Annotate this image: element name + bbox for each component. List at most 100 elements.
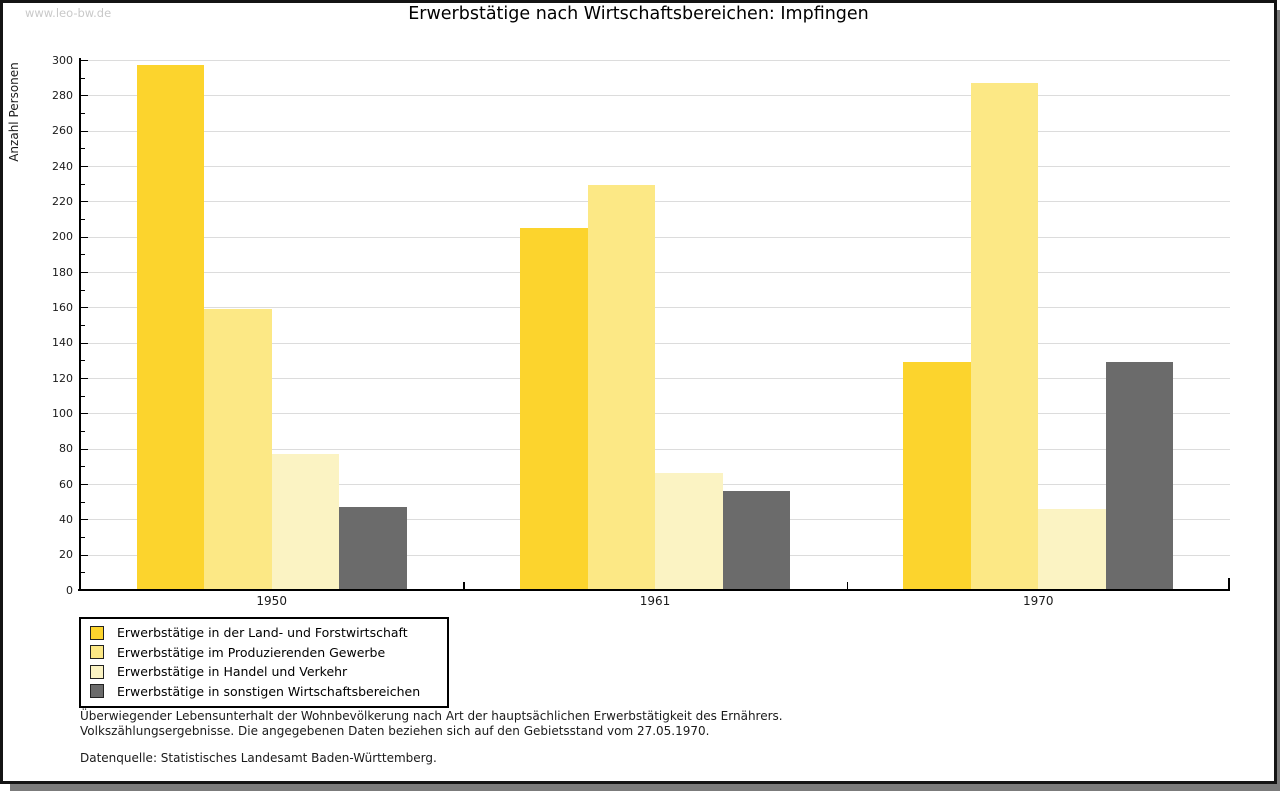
- legend-label: Erwerbstätige in der Land- und Forstwirt…: [117, 625, 408, 641]
- legend-swatch-icon: [90, 664, 104, 679]
- y-tick-label: 80: [59, 442, 73, 456]
- legend-item: Erwerbstätige in der Land- und Forstwirt…: [81, 623, 447, 643]
- y-major-tick: [81, 60, 88, 61]
- y-minor-tick: [81, 360, 85, 362]
- bar-1950-3: [271, 454, 340, 590]
- y-major-tick: [81, 378, 88, 379]
- x-boundary-tick: [846, 582, 849, 590]
- legend-label: Erwerbstätige im Produzierenden Gewerbe: [117, 644, 386, 660]
- bar-1970-2: [970, 83, 1039, 590]
- y-major-tick: [81, 342, 88, 344]
- bar-1970-4: [1105, 362, 1174, 590]
- gridline: [81, 413, 1230, 415]
- y-tick-label: 260: [52, 124, 73, 138]
- y-axis: [79, 58, 81, 591]
- footnote: Überwiegender Lebensunterhalt der Wohnbe…: [80, 709, 783, 738]
- y-major-tick: [81, 519, 88, 521]
- legend-item: Erwerbstätige in sonstigen Wirtschaftsbe…: [81, 682, 447, 702]
- legend: Erwerbstätige in der Land- und Forstwirt…: [79, 617, 449, 708]
- bar-1950-4: [339, 507, 407, 590]
- datasource-line: Datenquelle: Statistisches Landesamt Bad…: [80, 751, 437, 765]
- gridline: [81, 342, 1230, 344]
- gridline: [81, 166, 1230, 167]
- y-tick-label: 220: [52, 194, 73, 208]
- y-minor-tick: [81, 537, 85, 538]
- bar-1961-3: [655, 473, 723, 590]
- legend-item: Erwerbstätige in Handel und Verkehr: [81, 662, 447, 682]
- y-major-tick: [81, 448, 88, 450]
- y-major-tick: [81, 236, 88, 238]
- watermark-leo-bw: www.leo-bw.de: [25, 6, 112, 20]
- y-minor-tick: [81, 183, 85, 185]
- gridline: [81, 307, 1230, 309]
- legend-item: Erwerbstätige im Produzierenden Gewerbe: [81, 643, 447, 663]
- legend-swatch-icon: [90, 625, 104, 640]
- gridline: [81, 60, 1230, 61]
- bar-1961-4: [722, 491, 790, 590]
- y-axis-label: Anzahl Personen: [7, 62, 21, 162]
- y-tick-label: 180: [52, 265, 73, 279]
- x-boundary-tick: [463, 582, 465, 590]
- y-minor-tick: [81, 431, 85, 432]
- gridline: [81, 130, 1230, 132]
- y-minor-tick: [81, 254, 85, 256]
- y-major-tick: [81, 272, 88, 273]
- y-tick-label: 60: [59, 477, 73, 491]
- x-tick-label: 1961: [639, 594, 671, 608]
- bar-1961-2: [587, 185, 655, 590]
- y-tick-label: 160: [52, 300, 73, 314]
- y-major-tick: [81, 590, 88, 591]
- gridline: [81, 272, 1230, 273]
- gridline: [81, 236, 1230, 238]
- y-minor-tick: [81, 148, 85, 150]
- x-tick-label: 1950: [256, 594, 287, 608]
- y-major-tick: [81, 307, 88, 309]
- y-tick-label: 240: [52, 159, 73, 173]
- y-minor-tick: [81, 325, 85, 326]
- window-shadow-right: [1277, 10, 1280, 791]
- legend-label: Erwerbstätige in sonstigen Wirtschaftsbe…: [117, 683, 421, 699]
- legend-swatch-icon: [90, 645, 104, 660]
- y-minor-tick: [81, 395, 85, 397]
- y-minor-tick: [81, 572, 85, 574]
- chart-title: Erwerbstätige nach Wirtschaftsbereichen:…: [408, 4, 869, 24]
- bar-1961-1: [520, 227, 588, 590]
- y-tick-label: 140: [52, 336, 73, 350]
- gridline: [81, 201, 1230, 203]
- y-tick-label: 280: [52, 88, 73, 102]
- y-tick-label: 120: [52, 371, 73, 385]
- y-major-tick: [81, 95, 88, 97]
- x-axis: [78, 589, 1230, 591]
- y-tick-label: 100: [52, 406, 73, 420]
- x-tick-label: 1970: [1023, 594, 1054, 608]
- legend-swatch-icon: [90, 684, 104, 699]
- y-minor-tick: [81, 219, 85, 220]
- y-tick-label: 20: [59, 548, 73, 562]
- footnote-line-2: Volkszählungsergebnisse. Die angegebenen…: [80, 723, 710, 738]
- y-tick-label: 300: [52, 53, 73, 67]
- y-tick-label: 40: [59, 512, 73, 526]
- y-major-tick: [81, 130, 88, 132]
- footnote-line-1: Überwiegender Lebensunterhalt der Wohnbe…: [80, 709, 783, 723]
- y-major-tick: [81, 201, 88, 203]
- y-major-tick: [81, 484, 88, 485]
- bar-1970-3: [1038, 508, 1106, 590]
- y-minor-tick: [81, 289, 85, 291]
- y-minor-tick: [81, 77, 85, 79]
- x-axis-end-tick: [1228, 578, 1230, 590]
- gridline: [81, 378, 1230, 379]
- y-minor-tick: [81, 501, 85, 503]
- y-tick-label: 200: [52, 230, 73, 244]
- bar-1970-1: [903, 362, 971, 590]
- bar-1950-2: [204, 309, 272, 590]
- y-major-tick: [81, 554, 88, 556]
- window-shadow-bottom: [10, 784, 1280, 791]
- y-major-tick: [81, 413, 88, 415]
- gridline: [81, 448, 1230, 450]
- y-major-tick: [81, 166, 88, 167]
- y-minor-tick: [81, 113, 85, 114]
- y-minor-tick: [81, 466, 85, 468]
- gridline: [81, 95, 1230, 97]
- bar-1950-1: [136, 65, 205, 590]
